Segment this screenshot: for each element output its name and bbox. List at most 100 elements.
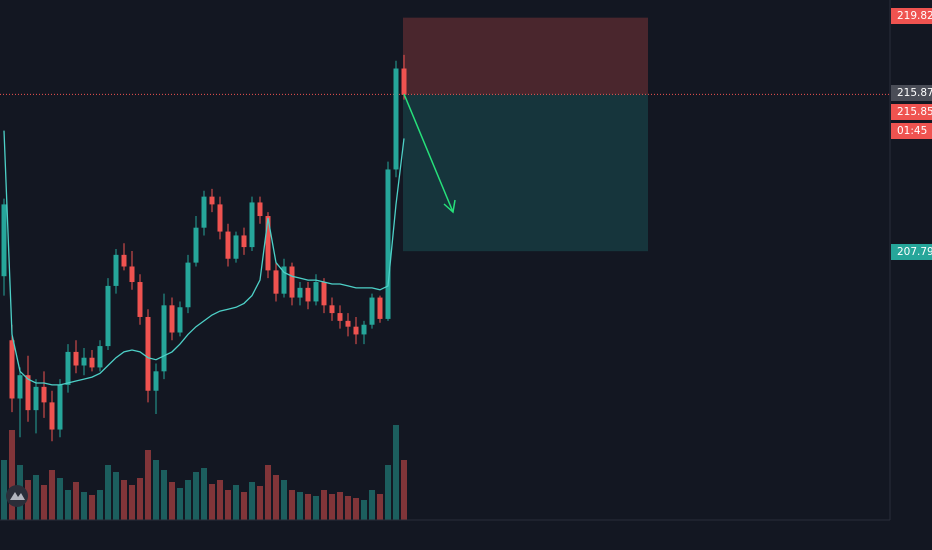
volume-bar (49, 470, 55, 520)
candle-body (377, 297, 383, 319)
volume-bar (217, 480, 223, 520)
candle-body (369, 297, 375, 325)
volume-bar (89, 495, 95, 520)
candle-body (401, 68, 407, 95)
volume-bar (257, 486, 263, 520)
entry-label-bg (891, 85, 932, 101)
stop-loss-label-bg (891, 8, 932, 24)
candle-body (33, 386, 39, 411)
candle-body (161, 305, 167, 372)
volume-bar (289, 490, 295, 520)
volume-bar (57, 478, 63, 520)
volume-bar (321, 490, 327, 520)
candle-body (385, 169, 391, 319)
candle-body (217, 204, 223, 232)
candle-body (345, 320, 351, 327)
volume-bar (233, 485, 239, 520)
candle-body (9, 340, 15, 399)
volume-bar (105, 465, 111, 520)
stop-zone (403, 17, 648, 95)
volume-bar (305, 494, 311, 520)
candle-body (89, 357, 95, 368)
volume-bar (361, 500, 367, 520)
volume-bar (369, 490, 375, 520)
volume-bar (209, 484, 215, 520)
last-price-label-bg (891, 104, 932, 120)
volume-bar (329, 494, 335, 520)
candle-body (177, 307, 183, 333)
volume-bar (145, 450, 151, 520)
volume-bar (377, 494, 383, 520)
arrow-line (403, 93, 454, 213)
volume-bar (281, 480, 287, 520)
volume-bar (297, 492, 303, 520)
volume-bar (401, 460, 407, 520)
volume-bar (25, 480, 31, 520)
candle-body (361, 324, 367, 335)
logo-icon (10, 492, 25, 500)
candle-body (273, 270, 279, 294)
candle-body (17, 375, 23, 399)
candle-body (337, 313, 343, 321)
candle-body (209, 196, 215, 205)
arrow-head (443, 199, 456, 214)
volume-bar (137, 478, 143, 520)
volume-bar (393, 425, 399, 520)
volume-bar (65, 490, 71, 520)
volume-bar (385, 465, 391, 520)
volume-bar (241, 492, 247, 520)
candle-body (1, 204, 7, 277)
candle-body (329, 305, 335, 314)
countdown-label: 01:45 (897, 125, 927, 137)
stop-loss-label: 219.82 (897, 10, 932, 22)
volume-bar (177, 488, 183, 520)
candle-body (121, 254, 127, 267)
volume-bar (265, 465, 271, 520)
candle-body (97, 346, 103, 368)
volume-bar (9, 430, 15, 520)
candle-body (241, 235, 247, 248)
candle-body (265, 216, 271, 271)
volume-bar (193, 472, 199, 520)
candle-body (201, 196, 207, 228)
volume-bar (73, 482, 79, 520)
volume-bar (153, 460, 159, 520)
candle-body (137, 282, 143, 317)
candle-body (49, 402, 55, 430)
volume-bar (337, 492, 343, 520)
volume-bar (121, 480, 127, 520)
candle-body (305, 287, 311, 302)
candle-body (25, 375, 31, 411)
candle-body (225, 231, 231, 259)
candle-body (193, 227, 199, 263)
volume-bar (81, 492, 87, 520)
candle-body (393, 68, 399, 170)
candle-body (257, 202, 263, 217)
volume-bar (313, 496, 319, 520)
take-profit-label-bg (891, 244, 932, 260)
volume-bar (97, 490, 103, 520)
candle-body (153, 371, 159, 391)
take-profit-label: 207.79 (897, 246, 932, 258)
candle-body (169, 305, 175, 333)
volume-bar (345, 496, 351, 520)
candle-body (81, 357, 87, 366)
volume-bar (41, 485, 47, 520)
moving-average (3, 130, 405, 386)
volume-bar (201, 468, 207, 520)
target-zone (403, 94, 648, 252)
candle-body (57, 384, 63, 430)
candle-body (113, 254, 119, 286)
volume-bar (185, 480, 191, 520)
candle-body (185, 262, 191, 308)
candle-body (321, 282, 327, 306)
entry-label: 215.87 (897, 87, 932, 99)
candle-body (73, 351, 79, 366)
candle-body (289, 266, 295, 298)
candle-body (65, 351, 71, 385)
candle-body (281, 266, 287, 294)
candle-body (105, 285, 111, 347)
volume-bar (353, 498, 359, 520)
volume-bar (129, 485, 135, 520)
